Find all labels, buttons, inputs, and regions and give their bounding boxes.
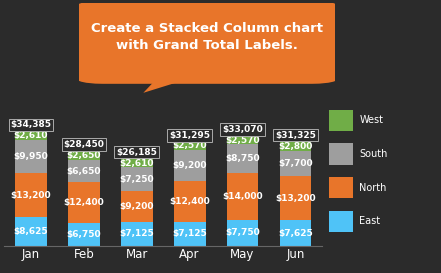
- Text: $8,750: $8,750: [225, 154, 260, 163]
- Bar: [174, 181, 206, 222]
- FancyBboxPatch shape: [329, 110, 353, 131]
- Text: $31,325: $31,325: [275, 130, 316, 140]
- Polygon shape: [143, 79, 187, 93]
- Text: $2,800: $2,800: [278, 142, 313, 151]
- Bar: [68, 223, 100, 246]
- Text: $34,385: $34,385: [11, 120, 51, 129]
- Bar: [227, 136, 258, 144]
- Text: $9,200: $9,200: [172, 161, 207, 170]
- Text: $7,750: $7,750: [225, 228, 260, 237]
- Bar: [174, 142, 206, 150]
- Bar: [280, 151, 311, 176]
- Bar: [121, 167, 153, 191]
- Bar: [15, 173, 47, 217]
- FancyBboxPatch shape: [329, 143, 353, 165]
- Text: $2,610: $2,610: [120, 159, 154, 168]
- Bar: [227, 220, 258, 246]
- Text: $13,200: $13,200: [11, 191, 51, 200]
- Bar: [121, 191, 153, 222]
- Text: $6,650: $6,650: [67, 167, 101, 176]
- Text: $13,200: $13,200: [275, 194, 316, 203]
- Bar: [227, 173, 258, 220]
- Text: $28,450: $28,450: [64, 140, 104, 149]
- Text: $2,570: $2,570: [225, 136, 260, 145]
- Text: East: East: [359, 216, 381, 226]
- Text: $7,125: $7,125: [120, 229, 154, 238]
- Text: $2,610: $2,610: [14, 131, 48, 140]
- Text: $2,570: $2,570: [172, 141, 207, 150]
- Bar: [15, 131, 47, 140]
- Text: $14,000: $14,000: [222, 192, 263, 201]
- Text: $2,650: $2,650: [67, 151, 101, 160]
- Text: $33,070: $33,070: [222, 125, 263, 134]
- Bar: [121, 222, 153, 246]
- Text: $31,295: $31,295: [169, 131, 210, 140]
- Text: $9,950: $9,950: [14, 152, 48, 161]
- Text: $7,125: $7,125: [172, 229, 207, 238]
- Text: $8,625: $8,625: [14, 227, 48, 236]
- Text: North: North: [359, 183, 387, 193]
- Text: $7,700: $7,700: [278, 159, 313, 168]
- Bar: [280, 220, 311, 246]
- Bar: [227, 144, 258, 173]
- Bar: [121, 159, 153, 167]
- Bar: [174, 222, 206, 246]
- Text: West: West: [359, 115, 383, 125]
- Bar: [15, 140, 47, 173]
- Text: $26,185: $26,185: [116, 148, 157, 157]
- FancyBboxPatch shape: [329, 210, 353, 232]
- Text: $6,750: $6,750: [67, 230, 101, 239]
- Text: $7,250: $7,250: [120, 175, 154, 184]
- Text: $7,625: $7,625: [278, 229, 313, 238]
- Bar: [68, 151, 100, 160]
- FancyBboxPatch shape: [329, 177, 353, 198]
- Bar: [174, 150, 206, 181]
- Bar: [68, 160, 100, 182]
- Text: South: South: [359, 149, 388, 159]
- Text: $12,400: $12,400: [64, 198, 104, 207]
- Bar: [280, 176, 311, 220]
- Bar: [68, 182, 100, 223]
- FancyBboxPatch shape: [72, 1, 343, 84]
- Text: Create a Stacked Column chart
with Grand Total Labels.: Create a Stacked Column chart with Grand…: [91, 22, 323, 52]
- Text: $12,400: $12,400: [169, 197, 210, 206]
- Text: $9,200: $9,200: [120, 202, 154, 211]
- Bar: [280, 142, 311, 151]
- Bar: [15, 217, 47, 246]
